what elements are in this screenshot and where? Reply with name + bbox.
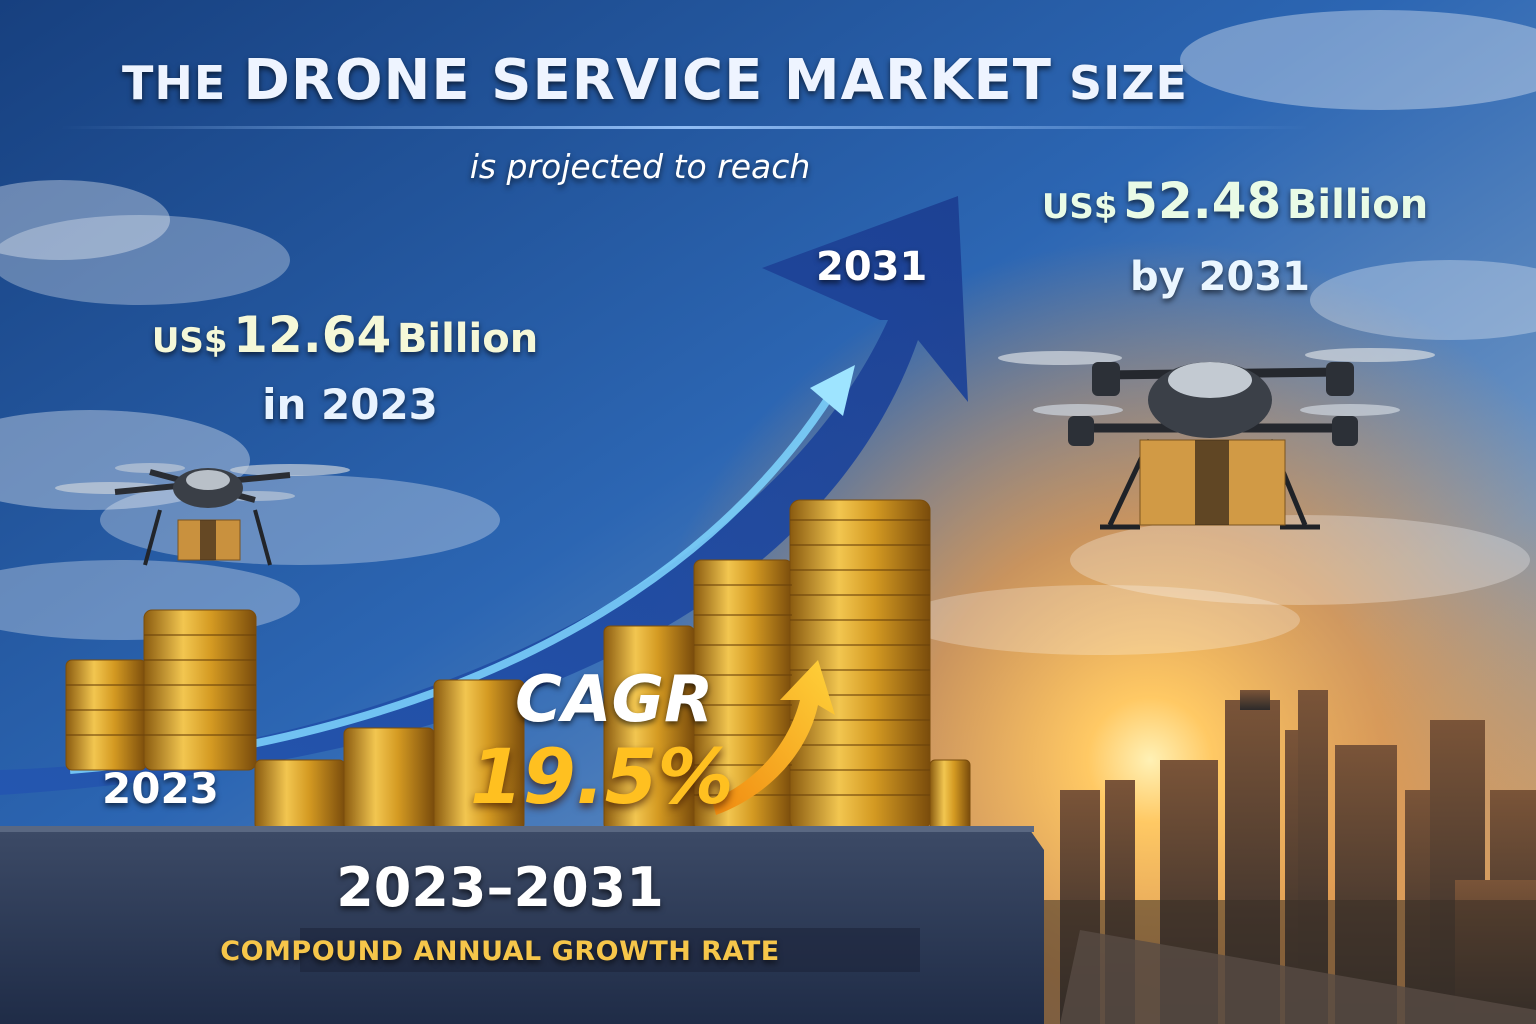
end-market-value: US$ 52.48 Billion (990, 172, 1480, 230)
clouds (0, 10, 1536, 655)
arrow-highlight-tip (810, 365, 855, 416)
end-unit: Billion (1286, 182, 1429, 228)
page-title: THE DRONE SERVICE MARKET SIZE (0, 48, 1310, 113)
drone-icon-left (55, 463, 350, 566)
cagr-caption: COMPOUND ANNUAL GROWTH RATE (220, 936, 780, 967)
highway (1060, 930, 1536, 1024)
start-amount: 12.64 (233, 306, 392, 364)
drone-icon-right (998, 348, 1435, 530)
end-amount: 52.48 (1123, 172, 1282, 230)
forecast-period: 2023–2031 (336, 856, 664, 919)
subtitle: is projected to reach (469, 147, 811, 186)
end-year-label: by 2031 (1130, 254, 1310, 300)
stone-ledge (0, 830, 1044, 1024)
title-underline (60, 126, 1310, 129)
title-prefix: THE (122, 56, 227, 110)
title-suffix: SIZE (1068, 56, 1188, 110)
title-main: DRONE SERVICE MARKET (243, 48, 1052, 113)
start-year-label: in 2023 (262, 380, 438, 429)
caption-band (300, 928, 920, 972)
coin-edges (66, 519, 930, 796)
end-currency: US$ (1041, 187, 1118, 227)
start-currency: US$ (151, 321, 228, 361)
ledge-top-edge (0, 826, 1034, 832)
cagr-label: CAGR (515, 663, 714, 737)
start-market-value: US$ 12.64 Billion (120, 306, 570, 364)
arrow-end-year: 2031 (816, 244, 928, 290)
cagr-arrow-icon (712, 660, 835, 815)
start-unit: Billion (396, 316, 539, 362)
cagr-value: 19.5% (470, 732, 734, 821)
arrow-start-year: 2023 (102, 764, 219, 813)
